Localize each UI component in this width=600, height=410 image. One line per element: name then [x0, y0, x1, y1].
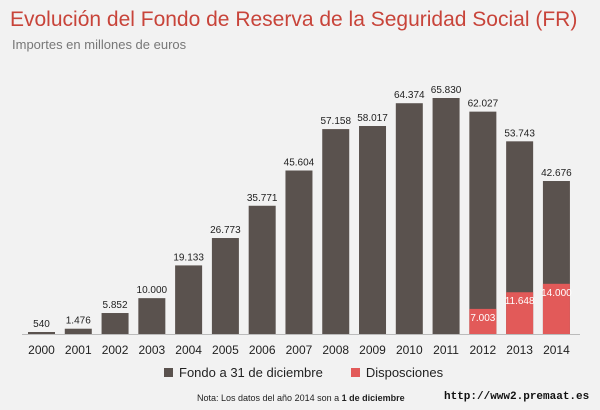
x-tick-label-2000: 2000 — [28, 343, 55, 357]
data-label-disposiciones-2014: 14.000 — [541, 288, 572, 299]
x-tick-label-2003: 2003 — [138, 343, 165, 357]
data-label-fondo-2012: 62.027 — [468, 99, 499, 110]
x-tick-label-2012: 2012 — [470, 343, 497, 357]
x-tick-label-2010: 2010 — [396, 343, 423, 357]
bar-fondo-2007 — [285, 170, 313, 334]
x-tick-label-2004: 2004 — [175, 343, 202, 357]
bar-disposiciones-2014 — [542, 283, 570, 334]
legend: Fondo a 31 de diciembre Disposciones — [164, 365, 471, 380]
bar-fondo-2009 — [359, 126, 387, 334]
data-label-fondo-2000: 540 — [33, 319, 50, 330]
x-tick-label-2007: 2007 — [286, 343, 313, 357]
data-label-fondo-2006: 35.771 — [247, 193, 278, 204]
bar-fondo-2012 — [469, 111, 497, 334]
legend-label-fondo: Fondo a 31 de diciembre — [179, 365, 323, 380]
bar-fondo-2001 — [64, 328, 92, 334]
data-label-fondo-2009: 58.017 — [357, 113, 388, 124]
footnote-bold: 1 de diciembre — [341, 393, 405, 403]
legend-swatch-fondo — [164, 368, 173, 377]
x-tick-label-2002: 2002 — [102, 343, 129, 357]
bar-fondo-2000 — [28, 332, 55, 334]
legend-swatch-disposiciones — [350, 368, 360, 377]
x-tick-label-2005: 2005 — [212, 343, 239, 357]
bar-fondo-2010 — [395, 103, 423, 334]
x-tick-label-2001: 2001 — [65, 343, 92, 357]
data-label-fondo-2004: 19.133 — [173, 252, 204, 263]
x-tick-label-2006: 2006 — [249, 343, 276, 357]
data-label-disposiciones-2013: 11.648 — [505, 296, 535, 307]
source-url: http://www2.premaat.es — [444, 391, 590, 403]
x-tick-label-2011: 2011 — [433, 343, 459, 357]
legend-item-disposiciones: Disposciones — [350, 365, 444, 380]
bar-fondo-2006 — [248, 205, 276, 334]
bar-fondo-2008 — [322, 129, 350, 334]
data-label-fondo-2005: 26.773 — [210, 225, 241, 236]
data-label-fondo-2007: 45.604 — [284, 158, 315, 169]
data-label-fondo-2008: 57.158 — [320, 116, 351, 127]
data-label-fondo-2003: 10.000 — [137, 285, 168, 296]
bar-disposiciones-2013 — [506, 292, 534, 334]
legend-label-disposiciones: Disposciones — [365, 365, 444, 380]
footnote-text: Nota: Los datos del año 2014 son a — [197, 393, 342, 403]
x-tick-label-2013: 2013 — [506, 343, 533, 357]
bar-chart: 540 2000 1.476 2001 5.852 2002 10.000 2003 19.13… — [22, 85, 580, 357]
x-tick-label-2009: 2009 — [359, 343, 386, 357]
x-tick-label-2014: 2014 — [543, 343, 570, 357]
bar-fondo-2002 — [101, 313, 129, 334]
legend-item-fondo: Fondo a 31 de diciembre — [164, 365, 323, 380]
chart-subtitle: Importes en millones de euros — [12, 37, 187, 52]
footnote: Nota: Los datos del año 2014 son a 1 de … — [197, 393, 405, 403]
bar-fondo-2011 — [432, 98, 460, 334]
bar-disposiciones-2012 — [469, 308, 497, 334]
x-tick-label-2008: 2008 — [322, 343, 349, 357]
data-label-fondo-2002: 5.852 — [103, 300, 128, 311]
data-label-fondo-2013: 53.743 — [504, 128, 535, 139]
bar-fondo-2003 — [138, 298, 166, 334]
bar-fondo-2004 — [175, 265, 203, 334]
data-label-fondo-2011: 65.830 — [431, 85, 462, 96]
data-label-fondo-2014: 42.676 — [541, 168, 572, 179]
bar-fondo-2005 — [211, 238, 239, 334]
chart-title: Evolución del Fondo de Reserva de la Seg… — [10, 8, 578, 31]
data-label-disposiciones-2012: 7.003 — [470, 313, 495, 324]
data-label-fondo-2010: 64.374 — [394, 90, 425, 101]
data-label-fondo-2001: 1.476 — [66, 316, 91, 327]
